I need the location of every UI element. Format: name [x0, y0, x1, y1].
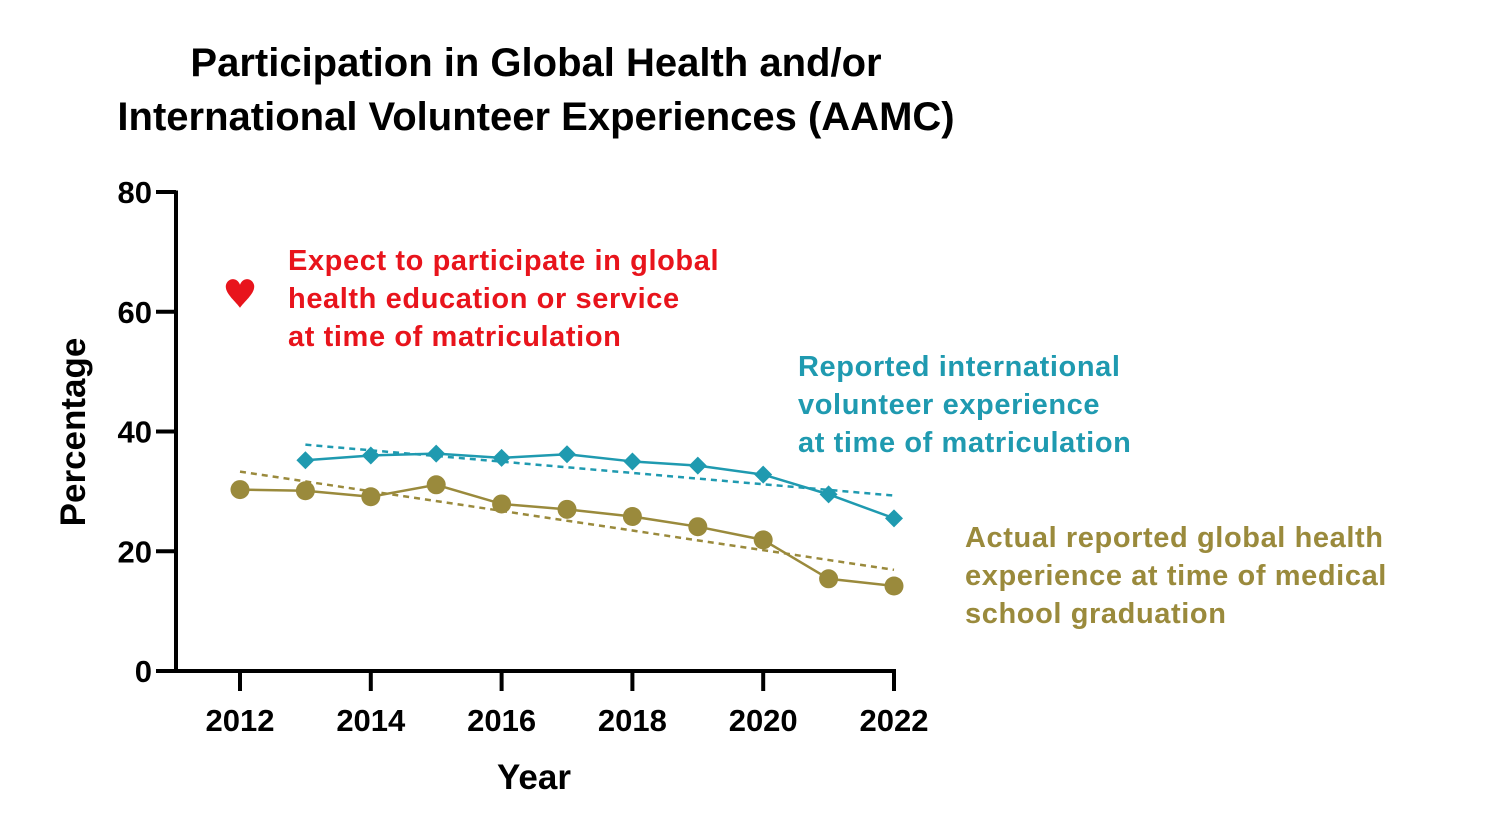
- series-2-point-2014: [361, 487, 381, 507]
- series-2-point-2016: [492, 494, 512, 514]
- annotation-global-health-line-1: Actual reported global health: [965, 522, 1384, 554]
- chart-title: Participation in Global Health and/or In…: [117, 41, 954, 139]
- chart-title-line-2: International Volunteer Experiences (AAM…: [117, 95, 954, 139]
- series-1-point-2021: [819, 485, 838, 504]
- series-1-point-2015: [427, 444, 446, 463]
- y-tick-label-40: 40: [118, 415, 152, 450]
- series-2-point-2021: [819, 569, 839, 589]
- x-tick-label-2012: 2012: [206, 703, 275, 738]
- series-1-point-2014: [361, 446, 380, 465]
- x-tick-label-2014: 2014: [336, 703, 406, 738]
- series-2-point-2018: [622, 507, 642, 527]
- series-1: [296, 443, 903, 528]
- annotation-international-line-3: at time of matriculation: [798, 427, 1131, 459]
- annotation-global-health-line-2: experience at time of medical: [965, 560, 1387, 592]
- annotation-expect-line-1: Expect to participate in global: [288, 245, 719, 277]
- annotation-international-line-2: volunteer experience: [798, 389, 1100, 421]
- series-2-point-2022: [884, 576, 904, 596]
- x-axis-title: Year: [497, 758, 571, 797]
- y-axis-title: Percentage: [54, 338, 93, 527]
- series-2-point-2020: [753, 530, 773, 550]
- annotation-expect-line-3: at time of matriculation: [288, 321, 621, 353]
- series-2-point-2012: [230, 480, 250, 500]
- series-1-point-2019: [688, 456, 707, 475]
- annotation-global-health-line-3: school graduation: [965, 598, 1227, 630]
- series-1-point-2020: [754, 465, 773, 484]
- x-tick-label-2018: 2018: [598, 703, 667, 738]
- series-1-point-2022: [885, 509, 903, 528]
- series-2-trendline: [239, 470, 895, 572]
- x-axis: 2012 2014 2016 2018 2020 2022: [174, 669, 929, 738]
- series-2-point-2013: [295, 481, 315, 501]
- chart-title-line-1: Participation in Global Health and/or: [190, 41, 881, 85]
- y-tick-label-80: 80: [118, 175, 152, 210]
- series-2-point-2017: [557, 499, 577, 519]
- y-tick-label-60: 60: [118, 295, 152, 330]
- y-axis: 0 20 40 60 80: [118, 175, 178, 689]
- y-tick-label-0: 0: [135, 654, 152, 689]
- annotation-international: Reported international volunteer experie…: [798, 351, 1131, 459]
- x-tick-label-2020: 2020: [729, 703, 798, 738]
- series-1-point-2013: [296, 451, 315, 470]
- series-0: [225, 279, 255, 308]
- series-layer: [225, 279, 904, 596]
- y-tick-label-20: 20: [118, 534, 152, 569]
- series-2: [230, 470, 904, 596]
- annotation-international-line-1: Reported international: [798, 351, 1121, 383]
- series-2-point-2015: [426, 475, 446, 495]
- annotation-expect: Expect to participate in global health e…: [288, 245, 719, 353]
- x-tick-label-2016: 2016: [467, 703, 536, 738]
- series-1-line: [305, 452, 895, 520]
- x-tick-label-2022: 2022: [860, 703, 929, 738]
- series-0-point-2012: [225, 279, 255, 308]
- annotation-expect-line-2: health education or service: [288, 283, 680, 315]
- series-1-point-2016: [492, 448, 511, 467]
- series-1-point-2018: [623, 452, 642, 471]
- annotation-global-health: Actual reported global health experience…: [965, 522, 1387, 630]
- series-2-point-2019: [688, 517, 708, 537]
- series-1-point-2017: [558, 445, 576, 464]
